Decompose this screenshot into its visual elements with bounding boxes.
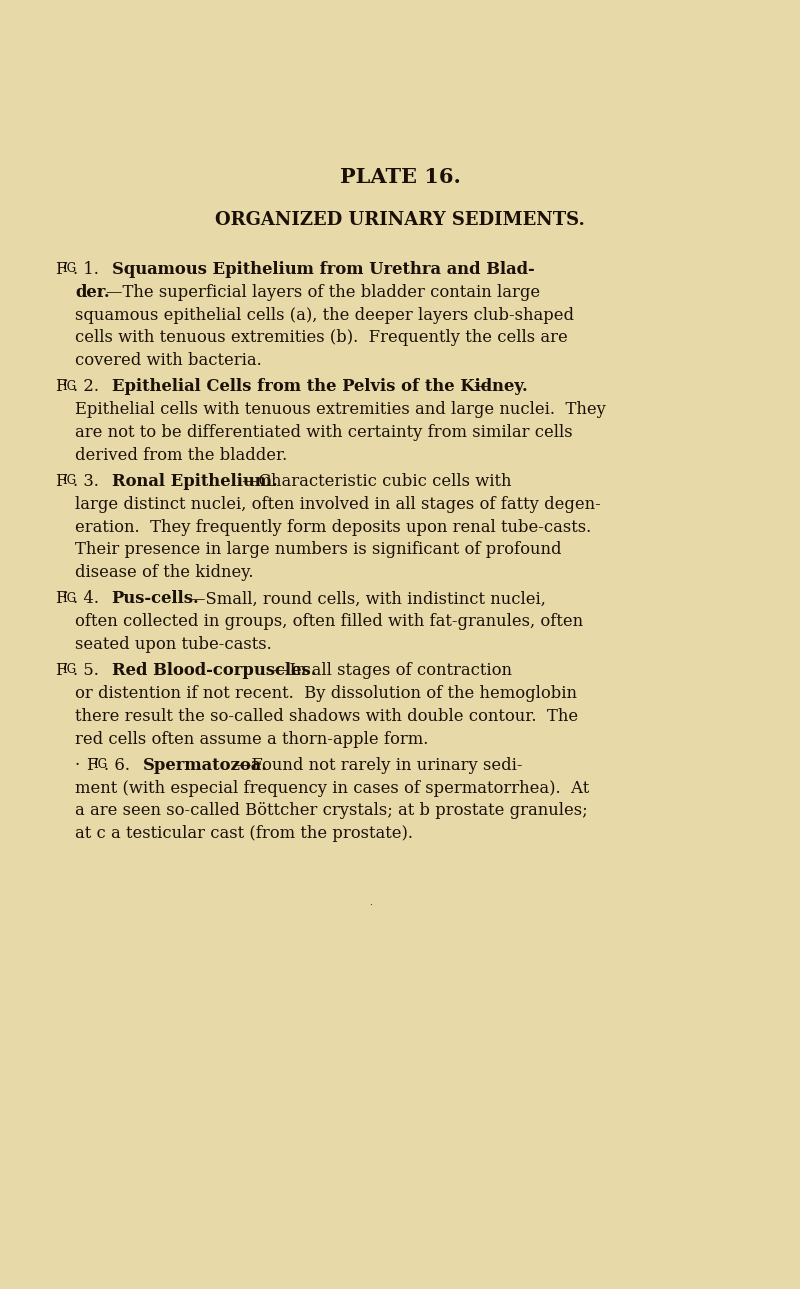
Text: ORGANIZED URINARY SEDIMENTS.: ORGANIZED URINARY SEDIMENTS. (215, 211, 585, 229)
Text: red cells often assume a thorn-apple form.: red cells often assume a thorn-apple for… (75, 731, 428, 748)
Text: eration.  They frequently form deposits upon renal tube-casts.: eration. They frequently form deposits u… (75, 518, 591, 536)
Text: F: F (55, 663, 66, 679)
Text: —: — (474, 379, 490, 396)
Text: . 1.: . 1. (73, 260, 98, 278)
Text: . 5.: . 5. (73, 663, 98, 679)
Text: PLATE 16.: PLATE 16. (339, 168, 461, 187)
Text: disease of the kidney.: disease of the kidney. (75, 565, 254, 581)
Text: cells with tenuous extremities (b).  Frequently the cells are: cells with tenuous extremities (b). Freq… (75, 330, 568, 347)
Text: derived from the bladder.: derived from the bladder. (75, 447, 287, 464)
Text: . 6.: . 6. (104, 757, 130, 773)
Text: seated upon tube-casts.: seated upon tube-casts. (75, 635, 272, 654)
Text: Epithelial cells with tenuous extremities and large nuclei.  They: Epithelial cells with tenuous extremitie… (75, 401, 606, 418)
Text: squamous epithelial cells (a), the deeper layers club-shaped: squamous epithelial cells (a), the deepe… (75, 307, 574, 324)
Text: Ronal Epithelium.: Ronal Epithelium. (111, 473, 278, 490)
Text: IG: IG (62, 474, 77, 487)
Text: . 4.: . 4. (73, 590, 99, 607)
Text: IG: IG (62, 262, 77, 275)
Text: at c a testicular cast (from the prostate).: at c a testicular cast (from the prostat… (75, 825, 413, 842)
Text: F: F (55, 590, 66, 607)
Text: . 2.: . 2. (73, 379, 99, 396)
Text: ˙: ˙ (368, 905, 373, 914)
Text: Their presence in large numbers is significant of profound: Their presence in large numbers is signi… (75, 541, 562, 558)
Text: der.: der. (75, 284, 110, 300)
Text: ·: · (75, 757, 80, 773)
Text: or distention if not recent.  By dissolution of the hemoglobin: or distention if not recent. By dissolut… (75, 684, 577, 703)
Text: ment (with especial frequency in cases of spermatorrhea).  At: ment (with especial frequency in cases o… (75, 780, 590, 797)
Text: IG: IG (62, 592, 77, 605)
Text: are not to be differentiated with certainty from similar cells: are not to be differentiated with certai… (75, 424, 573, 441)
Text: —Small, round cells, with indistinct nuclei,: —Small, round cells, with indistinct nuc… (189, 590, 546, 607)
Text: —In all stages of contraction: —In all stages of contraction (274, 663, 512, 679)
Text: Pus-cells.: Pus-cells. (111, 590, 199, 607)
Text: covered with bacteria.: covered with bacteria. (75, 352, 262, 369)
Text: often collected in groups, often filled with fat-granules, often: often collected in groups, often filled … (75, 614, 583, 630)
Text: Spermatozoa.: Spermatozoa. (142, 757, 267, 773)
Text: —The superficial layers of the bladder contain large: —The superficial layers of the bladder c… (106, 284, 540, 300)
Text: F: F (86, 757, 98, 773)
Text: —Found not rarely in urinary sedi-: —Found not rarely in urinary sedi- (235, 757, 522, 773)
Text: . 3.: . 3. (73, 473, 98, 490)
Text: IG: IG (62, 379, 77, 393)
Text: Squamous Epithelium from Urethra and Blad-: Squamous Epithelium from Urethra and Bla… (111, 260, 534, 278)
Text: large distinct nuclei, often involved in all stages of fatty degen-: large distinct nuclei, often involved in… (75, 496, 601, 513)
Text: F: F (55, 260, 66, 278)
Text: F: F (55, 379, 66, 396)
Text: IG: IG (62, 664, 77, 677)
Text: IG: IG (94, 758, 107, 771)
Text: there result the so-called shadows with double contour.  The: there result the so-called shadows with … (75, 708, 578, 724)
Text: a are seen so-called Böttcher crystals; at b prostate granules;: a are seen so-called Böttcher crystals; … (75, 803, 588, 820)
Text: Epithelial Cells from the Pelvis of the Kidney.: Epithelial Cells from the Pelvis of the … (111, 379, 527, 396)
Text: F: F (55, 473, 66, 490)
Text: —Characteristic cubic cells with: —Characteristic cubic cells with (242, 473, 512, 490)
Text: Red Blood-corpuscles.: Red Blood-corpuscles. (111, 663, 316, 679)
